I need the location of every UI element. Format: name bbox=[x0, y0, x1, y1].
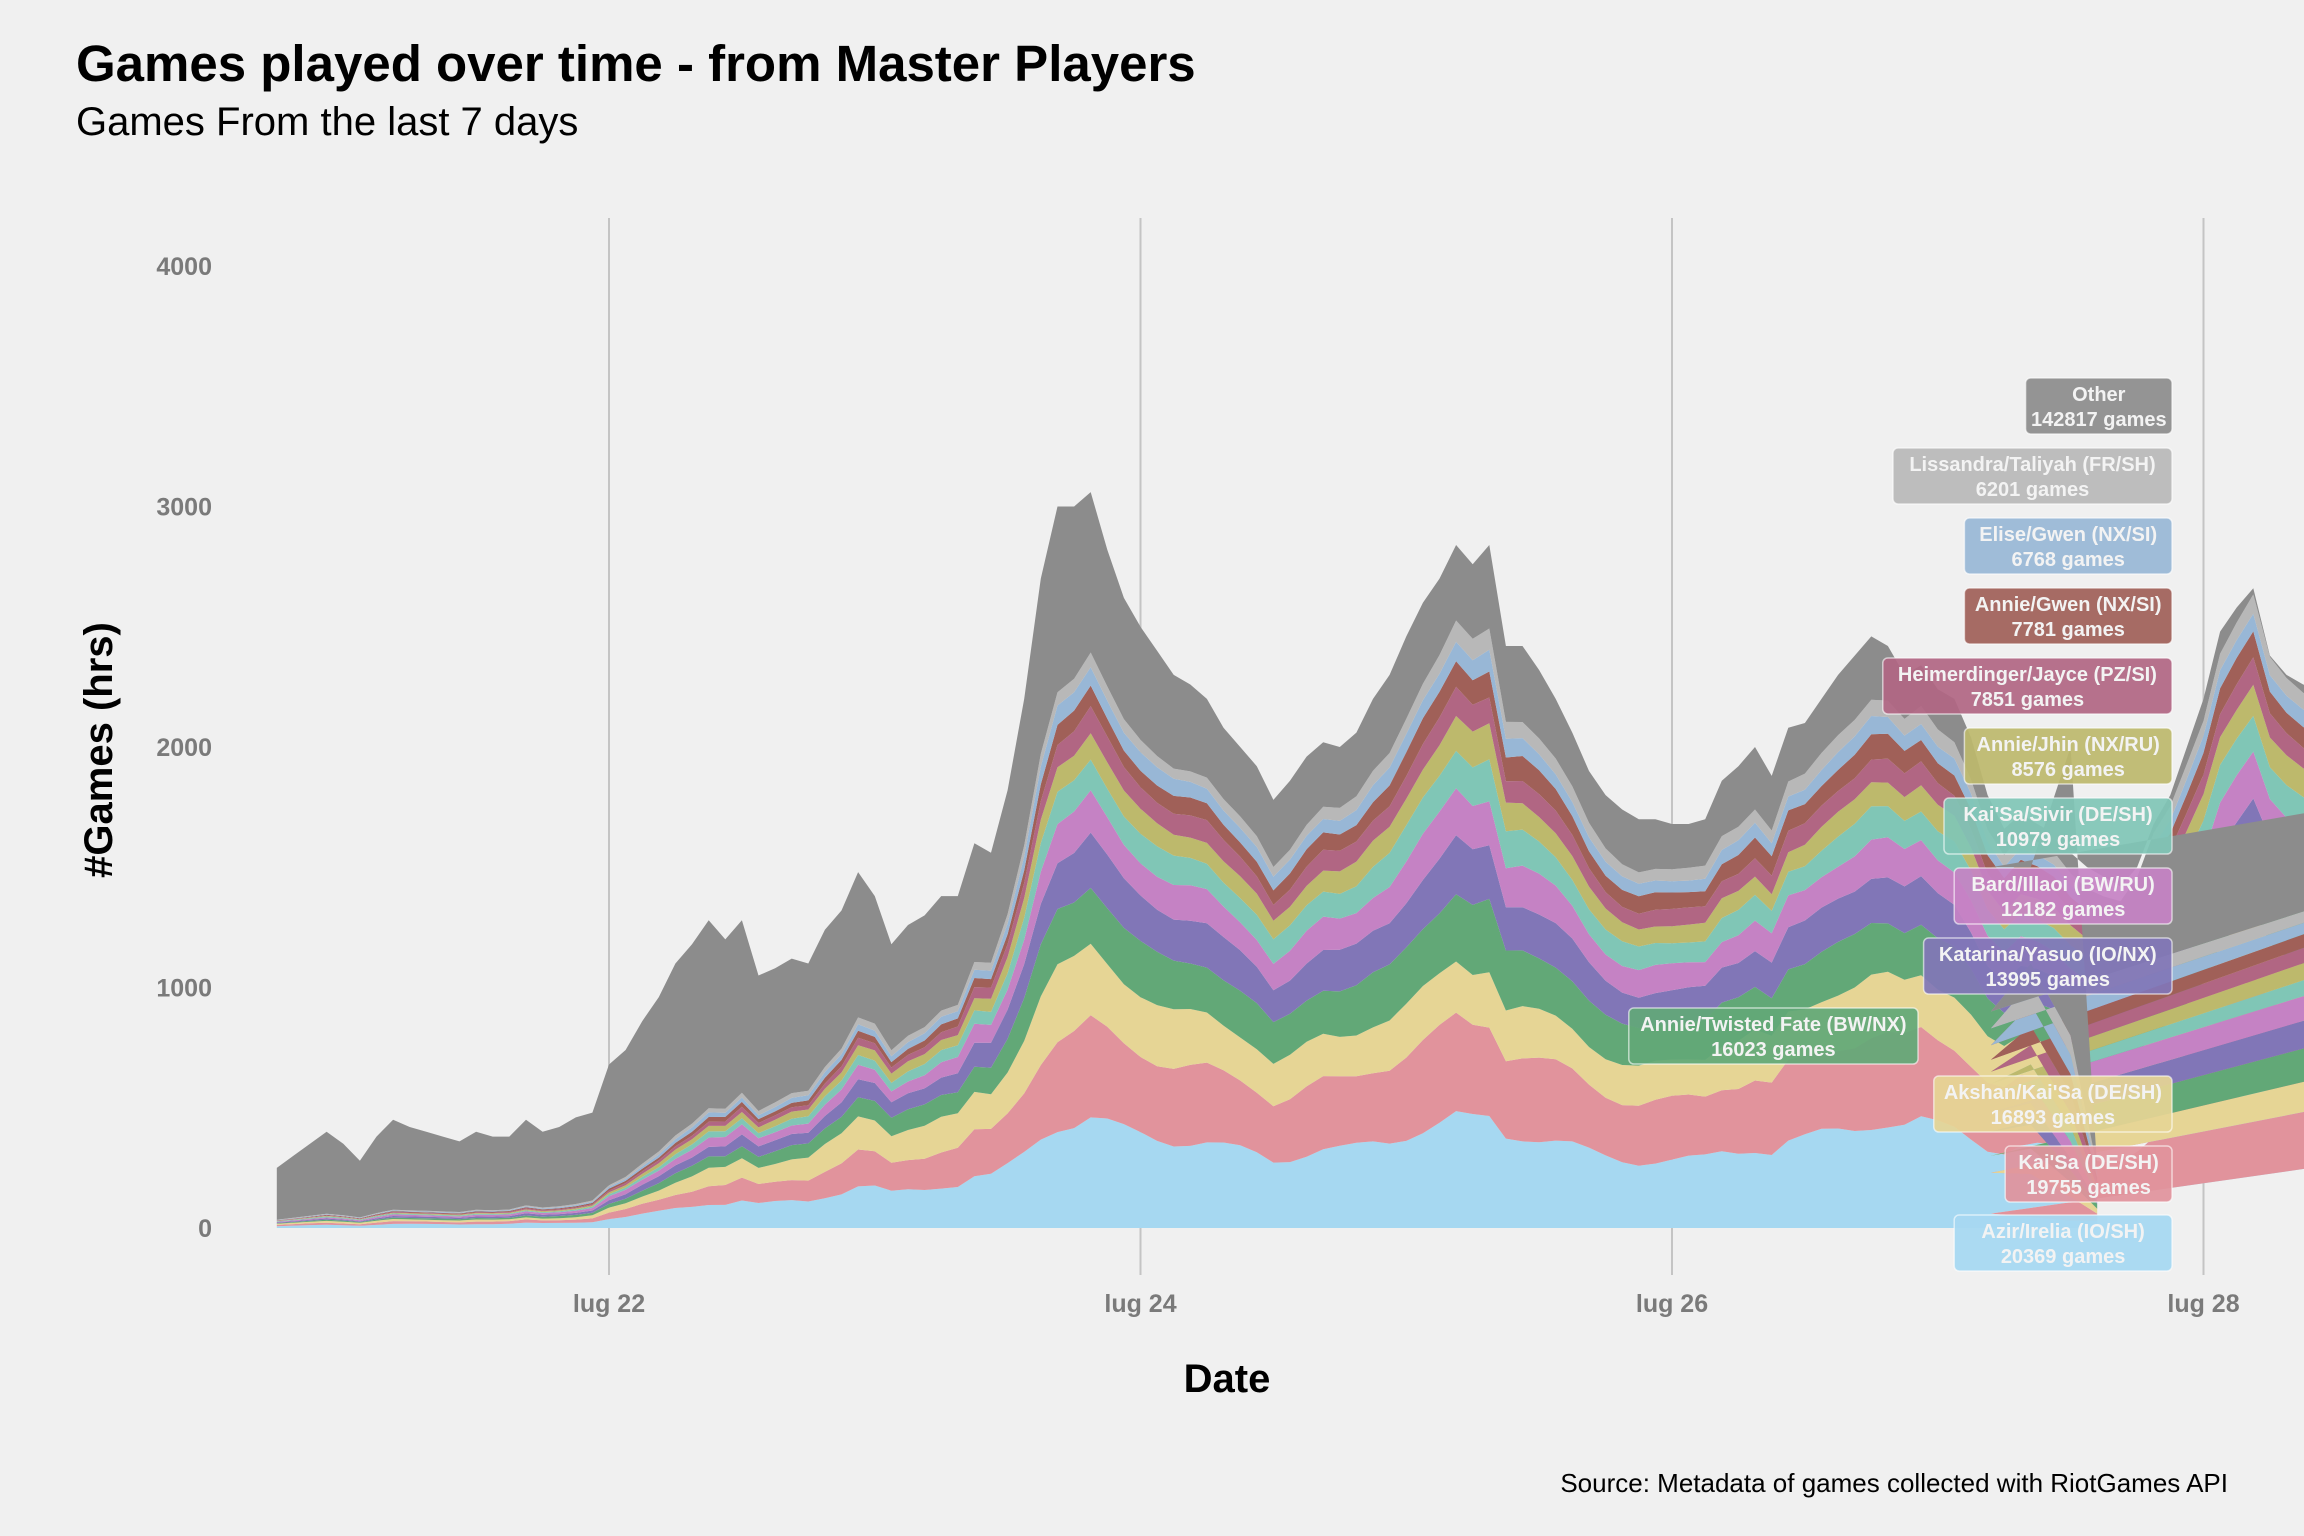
y-axis-ticks: 0 1000 2000 3000 4000 bbox=[156, 253, 212, 1243]
series-label-box bbox=[1963, 517, 2173, 575]
series-label-box bbox=[1953, 1214, 2173, 1272]
area-series-1 bbox=[276, 975, 2304, 1227]
series-label-2: Akshan/Kai'Sa (DE/SH) 16893 games bbox=[1933, 1075, 2173, 1133]
series-label-box bbox=[1943, 797, 2173, 855]
area-series-0 bbox=[276, 1085, 2304, 1228]
area-series-3 bbox=[276, 852, 2304, 1224]
series-label-games: 10979 games bbox=[1996, 829, 2121, 851]
series-label-name: Kai'Sa (DE/SH) bbox=[2018, 1152, 2158, 1174]
chart-title: Games played over time - from Master Pla… bbox=[76, 35, 1196, 92]
series-label-12: Other 142817 games bbox=[2024, 377, 2173, 435]
series-label-name: Kai'Sa/Sivir (DE/SH) bbox=[1963, 804, 2152, 826]
series-label-7: Annie/Jhin (NX/RU) 8576 games bbox=[1963, 727, 2173, 785]
series-label-box bbox=[1628, 1007, 1919, 1065]
series-label-5: Bard/Illaoi (BW/RU) 12182 games bbox=[1953, 867, 2173, 925]
series-label-name: Elise/Gwen (NX/SI) bbox=[1979, 524, 2157, 546]
series-label-name: Lissandra/Taliyah (FR/SH) bbox=[1909, 454, 2155, 476]
series-label-9: Annie/Gwen (NX/SI) 7781 games bbox=[1963, 587, 2173, 645]
series-label-box bbox=[2004, 1145, 2173, 1203]
series-label-box bbox=[1963, 587, 2173, 645]
series-label-games: 6201 games bbox=[1976, 479, 2089, 501]
series-label-games: 7781 games bbox=[2011, 619, 2124, 641]
x-tick-label: lug 28 bbox=[2167, 1290, 2239, 1318]
series-label-box bbox=[1933, 1075, 2173, 1133]
series-label-name: Annie/Twisted Fate (BW/NX) bbox=[1640, 1014, 1906, 1036]
series-label-box bbox=[1963, 727, 2173, 785]
series-label-4: Katarina/Yasuo (IO/NX) 13995 games bbox=[1922, 937, 2173, 995]
x-axis-title: Date bbox=[1184, 1357, 1271, 1401]
series-label-games: 16893 games bbox=[1991, 1107, 2116, 1129]
chart-subtitle: Games From the last 7 days bbox=[76, 100, 579, 144]
y-axis-title: #Games (hrs) bbox=[77, 622, 121, 878]
series-label-1: Kai'Sa (DE/SH) 19755 games bbox=[2004, 1145, 2173, 1203]
series-label-games: 142817 games bbox=[2031, 409, 2167, 431]
y-tick-label: 1000 bbox=[156, 975, 212, 1003]
series-label-name: Heimerdinger/Jayce (PZ/SI) bbox=[1898, 664, 2157, 686]
series-label-box bbox=[1892, 447, 2173, 505]
series-label-name: Annie/Gwen (NX/SI) bbox=[1975, 594, 2162, 616]
series-label-games: 8576 games bbox=[2011, 759, 2124, 781]
series-label-10: Elise/Gwen (NX/SI) 6768 games bbox=[1963, 517, 2173, 575]
area-series-4 bbox=[276, 798, 2304, 1224]
series-label-box bbox=[1882, 657, 2173, 715]
series-label-name: Akshan/Kai'Sa (DE/SH) bbox=[1944, 1082, 2162, 1104]
series-label-name: Katarina/Yasuo (IO/NX) bbox=[1939, 944, 2157, 966]
series-label-name: Bard/Illaoi (BW/RU) bbox=[1971, 874, 2154, 896]
series-label-name: Annie/Jhin (NX/RU) bbox=[1977, 734, 2160, 756]
series-label-games: 12182 games bbox=[2001, 899, 2126, 921]
y-tick-label: 4000 bbox=[156, 253, 212, 281]
series-label-box bbox=[2024, 377, 2173, 435]
series-label-games: 19755 games bbox=[2026, 1177, 2151, 1199]
series-label-8: Heimerdinger/Jayce (PZ/SI) 7851 games bbox=[1882, 657, 2173, 715]
series-label-11: Lissandra/Taliyah (FR/SH) 6201 games bbox=[1892, 447, 2173, 505]
series-label-name: Azir/Irelia (IO/SH) bbox=[1981, 1221, 2144, 1243]
series-labels: Azir/Irelia (IO/SH) 20369 games Kai'Sa (DE… bbox=[1628, 377, 2173, 1272]
area-series-2 bbox=[276, 910, 2304, 1225]
x-tick-label: lug 24 bbox=[1104, 1290, 1176, 1318]
x-axis-ticks: lug 22 lug 24 lug 26 lug 28 bbox=[573, 1290, 2240, 1318]
y-tick-label: 0 bbox=[198, 1215, 212, 1243]
y-tick-label: 3000 bbox=[156, 494, 212, 522]
series-label-games: 13995 games bbox=[1986, 969, 2111, 991]
x-tick-label: lug 26 bbox=[1636, 1290, 1708, 1318]
series-label-games: 16023 games bbox=[1711, 1039, 1836, 1061]
series-label-name: Other bbox=[2072, 384, 2126, 406]
series-label-box bbox=[1953, 867, 2173, 925]
area-series bbox=[276, 492, 2304, 1228]
series-label-games: 20369 games bbox=[2001, 1246, 2126, 1268]
series-label-6: Kai'Sa/Sivir (DE/SH) 10979 games bbox=[1943, 797, 2173, 855]
series-label-box bbox=[1922, 937, 2173, 995]
series-label-0: Azir/Irelia (IO/SH) 20369 games bbox=[1953, 1214, 2173, 1272]
area-series-12 bbox=[276, 492, 2304, 1220]
series-label-3: Annie/Twisted Fate (BW/NX) 16023 games bbox=[1628, 1007, 1919, 1065]
x-tick-label: lug 22 bbox=[573, 1290, 645, 1318]
y-tick-label: 2000 bbox=[156, 734, 212, 762]
series-label-games: 7851 games bbox=[1971, 689, 2084, 711]
series-label-games: 6768 games bbox=[2011, 549, 2124, 571]
chart-caption: Source: Metadata of games collected with… bbox=[1560, 1468, 2228, 1498]
